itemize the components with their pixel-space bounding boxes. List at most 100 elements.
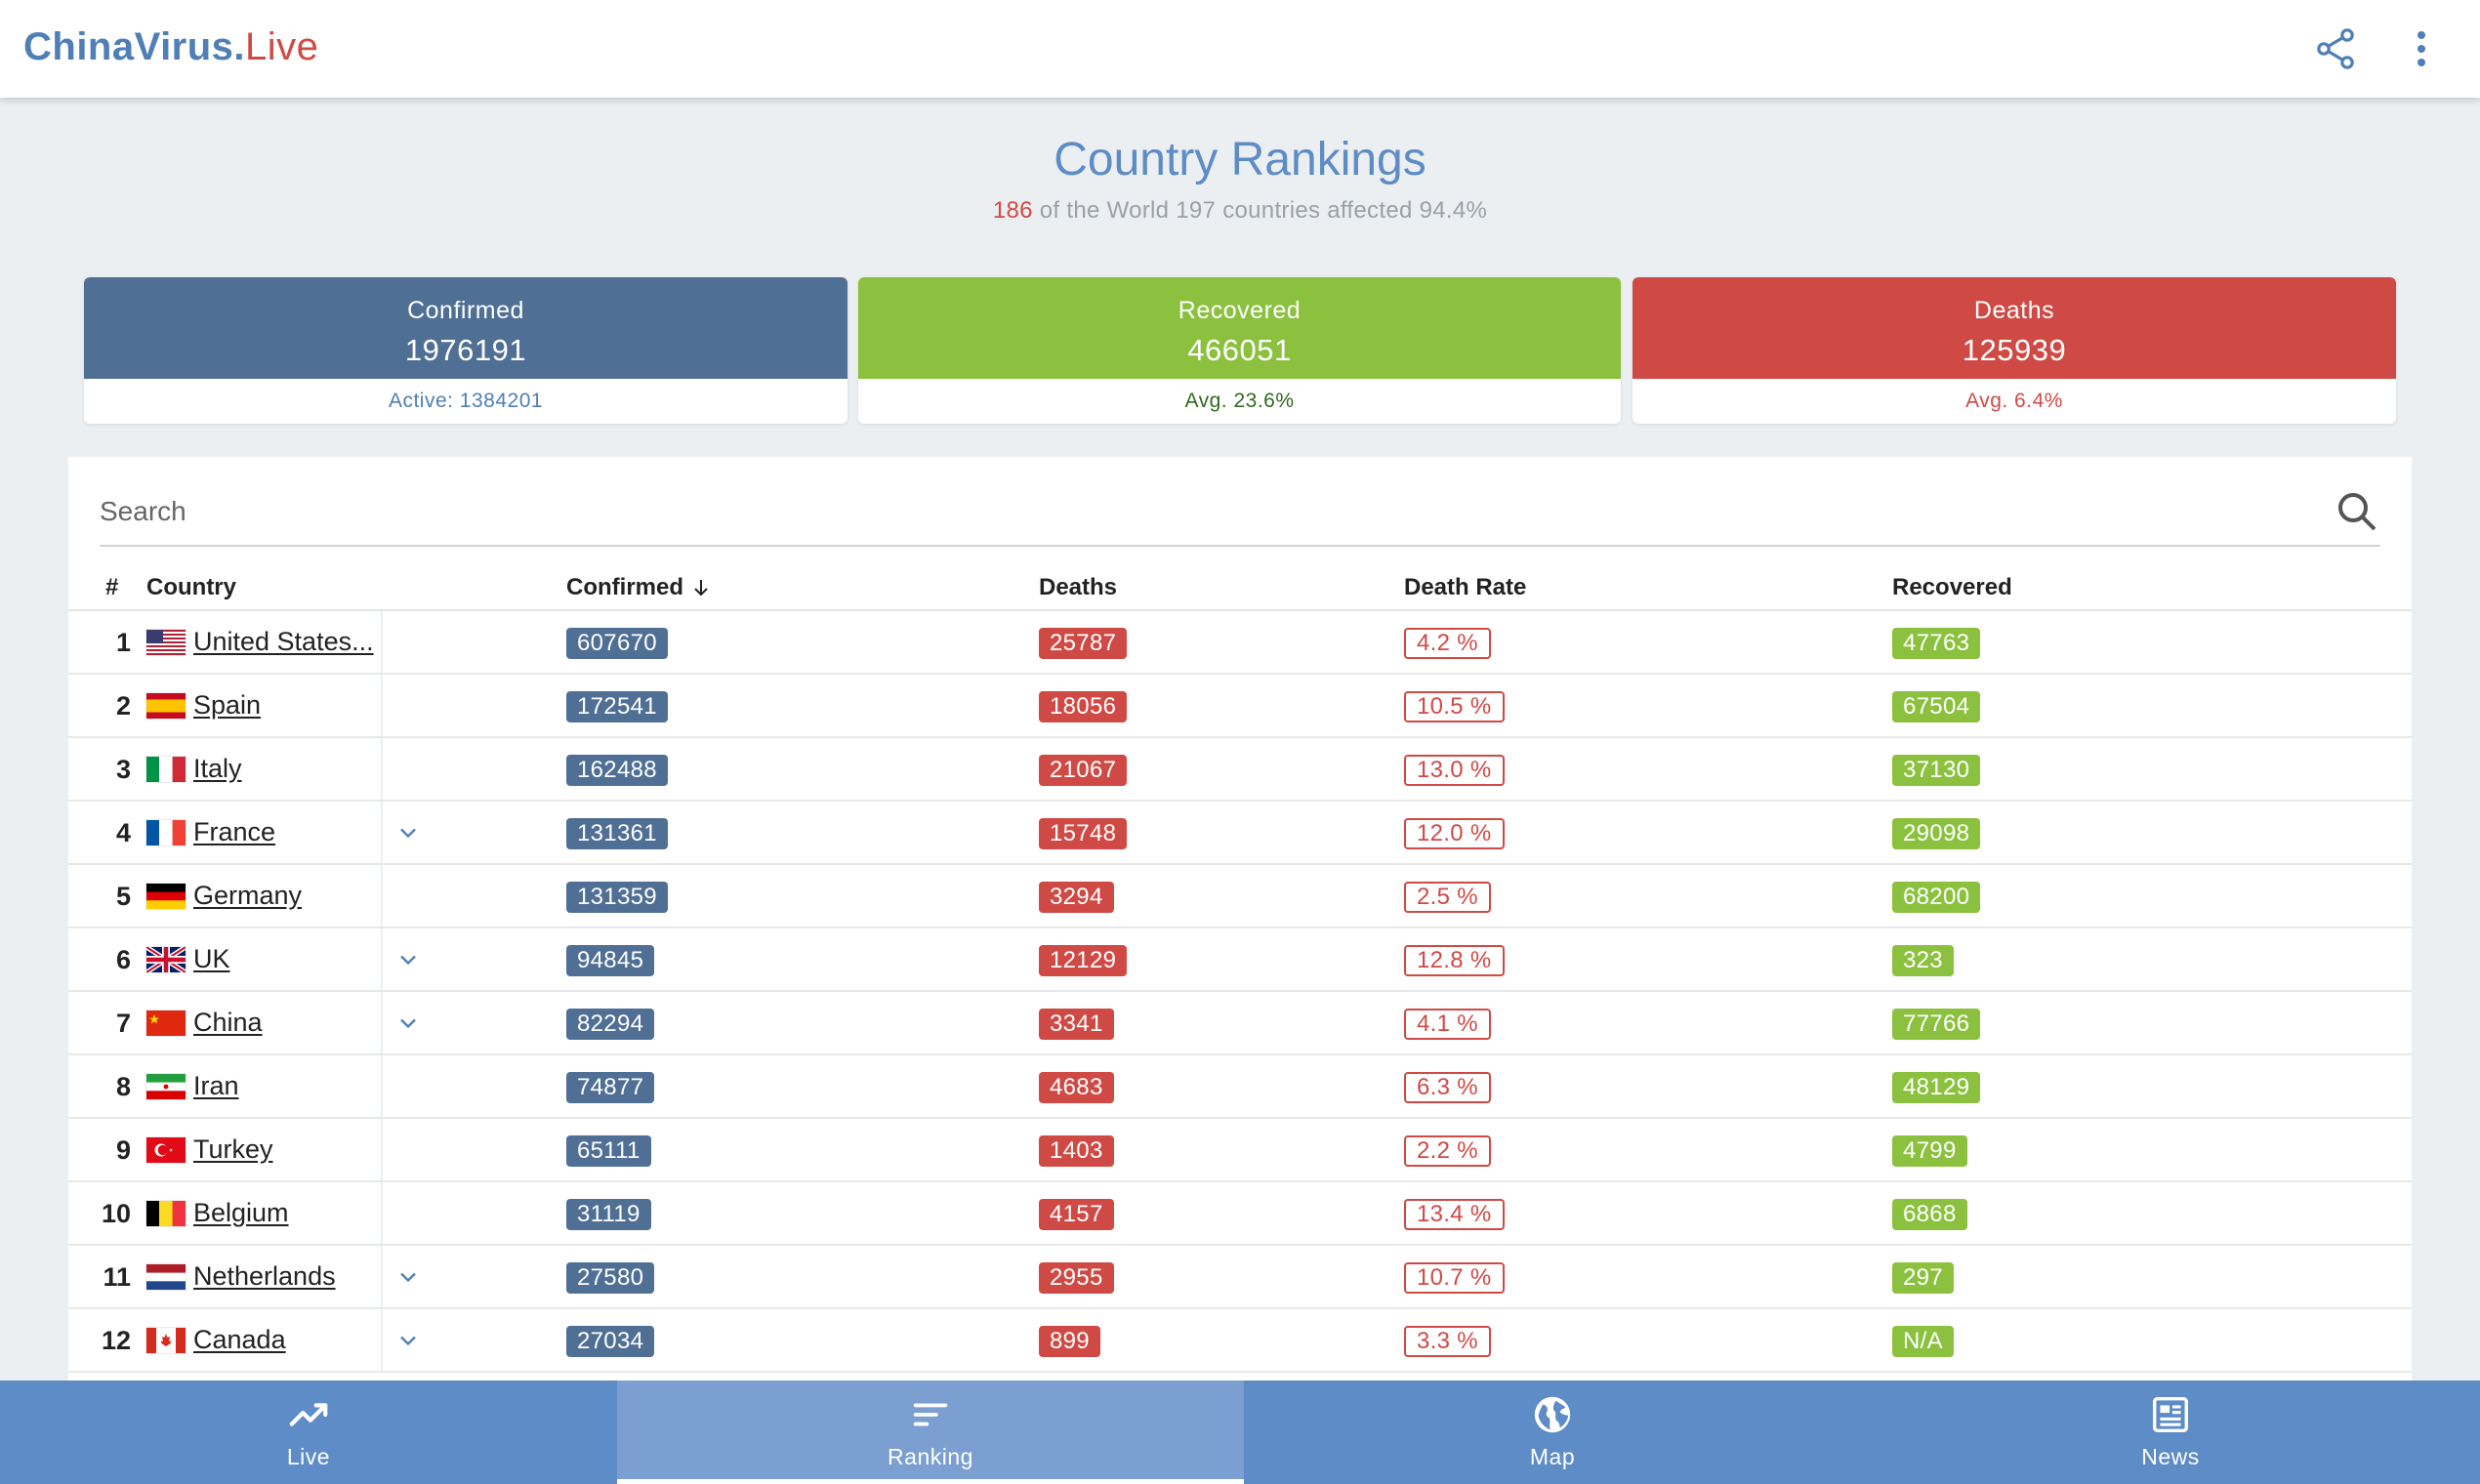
trending-icon xyxy=(289,1403,328,1426)
flag-fr-icon xyxy=(146,820,186,845)
country-link[interactable]: Iran xyxy=(193,1071,239,1100)
header-recovered[interactable]: Recovered xyxy=(1892,574,2012,601)
table-row[interactable]: 6 UK 94845 12129 12.8 % 323 xyxy=(68,928,2412,992)
flag-es-icon xyxy=(146,693,186,719)
confirmed-footer: Active: 1384201 xyxy=(388,390,544,412)
death-rate-badge: 10.7 % xyxy=(1404,1262,1505,1294)
tab-news-label: News xyxy=(2141,1444,2200,1469)
confirmed-badge: 131359 xyxy=(566,882,668,913)
table-row[interactable]: 3 Italy 162488 21067 13.0 % 37130 xyxy=(68,738,2412,802)
country-link[interactable]: Netherlands xyxy=(193,1261,336,1291)
death-rate-badge: 13.4 % xyxy=(1404,1199,1505,1230)
chevron-down-icon[interactable] xyxy=(394,819,422,846)
table-row[interactable]: 8 Iran 74877 4683 6.3 % 48129 xyxy=(68,1055,2412,1119)
search-icon[interactable] xyxy=(2334,488,2380,535)
header-recovered-label: Recovered xyxy=(1892,574,2012,600)
header-deaths[interactable]: Deaths xyxy=(1039,574,1117,601)
recovered-badge: 68200 xyxy=(1892,882,1981,913)
row-rank: 6 xyxy=(115,945,131,974)
header-country[interactable]: Country xyxy=(146,574,236,601)
column-divider xyxy=(381,1119,383,1180)
recovered-badge: N/A xyxy=(1892,1326,1954,1357)
table-row[interactable]: 4 France 131361 15748 12.0 % 29098 xyxy=(68,802,2412,865)
row-rank: 2 xyxy=(115,691,131,721)
confirmed-badge: 607670 xyxy=(566,628,668,659)
search-input[interactable] xyxy=(100,490,2287,533)
chevron-down-icon[interactable] xyxy=(394,1010,422,1037)
confirmed-badge: 65111 xyxy=(566,1135,651,1167)
flag-nl-icon xyxy=(146,1264,186,1290)
death-rate-badge: 12.0 % xyxy=(1404,818,1505,849)
column-divider xyxy=(381,1309,383,1371)
column-divider xyxy=(381,611,383,673)
header-confirmed[interactable]: Confirmed xyxy=(566,574,713,601)
row-rank: 8 xyxy=(115,1072,131,1101)
chevron-down-icon[interactable] xyxy=(394,1263,422,1291)
country-link[interactable]: UK xyxy=(193,944,230,973)
tab-ranking[interactable]: Ranking xyxy=(617,1381,1244,1484)
confirmed-badge: 74877 xyxy=(566,1072,655,1103)
row-rank: 9 xyxy=(115,1135,131,1165)
recovered-card-header: Recovered 466051 xyxy=(858,277,1621,379)
share-icon[interactable] xyxy=(2312,25,2359,72)
confirmed-badge: 172541 xyxy=(566,691,668,722)
country-link[interactable]: France xyxy=(193,817,276,846)
table-row[interactable]: 9 Turkey 65111 1403 2.2 % 4799 xyxy=(68,1119,2412,1182)
table-row[interactable]: 1 United States... 607670 25787 4.2 % 47763 xyxy=(68,611,2412,675)
row-rank: 4 xyxy=(115,818,131,847)
confirmed-card-header: Confirmed 1976191 xyxy=(84,277,847,379)
column-divider xyxy=(381,802,383,863)
row-rank: 11 xyxy=(103,1262,131,1292)
country-link[interactable]: Canada xyxy=(193,1325,286,1354)
table-row[interactable]: 10 Belgium 31119 4157 13.4 % 6868 xyxy=(68,1182,2412,1246)
deaths-badge: 2955 xyxy=(1039,1262,1114,1294)
country-link[interactable]: China xyxy=(193,1008,263,1037)
deaths-badge: 25787 xyxy=(1039,628,1128,659)
country-link[interactable]: Turkey xyxy=(193,1134,273,1164)
chevron-down-icon[interactable] xyxy=(394,1327,422,1354)
subtitle-text: of the World 197 countries affected 94.4… xyxy=(1032,197,1488,224)
death-rate-badge: 6.3 % xyxy=(1404,1072,1491,1103)
table-row[interactable]: 11 Netherlands 27580 2955 10.7 % 297 xyxy=(68,1246,2412,1309)
recovered-value: 466051 xyxy=(1187,333,1292,367)
newspaper-icon xyxy=(2152,1396,2189,1433)
deaths-badge: 899 xyxy=(1039,1326,1100,1357)
deaths-value: 125939 xyxy=(1962,333,2067,367)
flag-gb-icon xyxy=(146,947,186,972)
deaths-badge: 3341 xyxy=(1039,1009,1114,1040)
bottom-navigation: Live Ranking Map News xyxy=(0,1381,2480,1484)
country-link[interactable]: Belgium xyxy=(193,1198,289,1227)
more-vert-icon[interactable] xyxy=(2398,25,2445,72)
tab-news[interactable]: News xyxy=(1861,1381,2480,1484)
table-row[interactable]: 2 Spain 172541 18056 10.5 % 67504 xyxy=(68,675,2412,738)
death-rate-badge: 2.2 % xyxy=(1404,1135,1491,1167)
table-row[interactable]: 12 Canada 27034 899 3.3 % N/A xyxy=(68,1309,2412,1373)
header-rank: # xyxy=(105,574,119,600)
table-row[interactable]: 5 Germany 131359 3294 2.5 % 68200 xyxy=(68,865,2412,928)
column-divider xyxy=(381,928,383,990)
page-subtitle: 186 of the World 197 countries affected … xyxy=(0,197,2480,225)
recovered-badge: 37130 xyxy=(1892,755,1981,786)
tab-map[interactable]: Map xyxy=(1244,1381,1861,1484)
tab-live[interactable]: Live xyxy=(0,1381,617,1484)
row-rank: 7 xyxy=(115,1009,131,1038)
country-link[interactable]: Italy xyxy=(193,754,242,783)
country-link[interactable]: Spain xyxy=(193,690,262,720)
confirmed-badge: 94845 xyxy=(566,945,655,976)
chevron-down-icon[interactable] xyxy=(394,946,422,973)
header-death-rate-label: Death Rate xyxy=(1404,574,1527,600)
app-logo[interactable]: ChinaVirus.Live xyxy=(23,25,318,69)
row-rank: 3 xyxy=(115,755,131,784)
death-rate-badge: 2.5 % xyxy=(1404,882,1491,913)
flag-ca-icon xyxy=(146,1328,186,1353)
header-death-rate[interactable]: Death Rate xyxy=(1404,574,1526,601)
confirmed-value: 1976191 xyxy=(404,333,527,367)
country-link[interactable]: Germany xyxy=(193,881,303,910)
deaths-badge: 15748 xyxy=(1039,818,1128,849)
brand-main: ChinaVirus. xyxy=(23,25,246,68)
country-link[interactable]: United States... xyxy=(193,627,374,656)
confirmed-badge: 27034 xyxy=(566,1326,655,1357)
recovered-footer: Avg. 23.6% xyxy=(1184,390,1295,412)
recovered-badge: 29098 xyxy=(1892,818,1981,849)
table-row[interactable]: 7 China 82294 3341 4.1 % 77766 xyxy=(68,992,2412,1055)
